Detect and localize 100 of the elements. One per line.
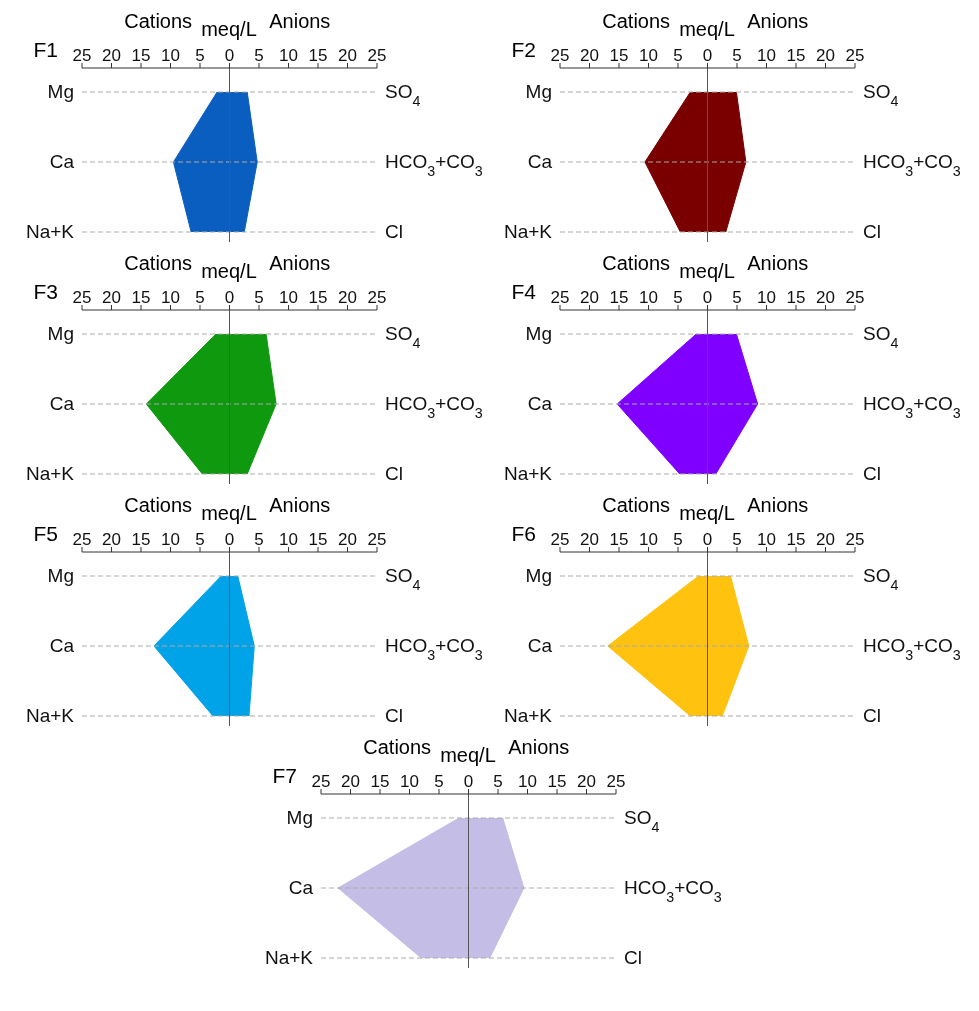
x-tick-label: 25 [72, 530, 91, 549]
x-tick-label: 20 [579, 46, 599, 65]
x-tick-label: 20 [337, 530, 357, 549]
x-tick-label: 15 [786, 288, 805, 307]
x-tick-label: 10 [638, 530, 658, 549]
x-tick-label: 20 [579, 288, 599, 307]
x-tick-label: 20 [340, 772, 360, 791]
x-tick-label: 10 [756, 288, 776, 307]
chart-title: F5 [33, 522, 59, 546]
x-tick-label: 5 [672, 46, 683, 65]
y2-tick-label: SO$_{4}$ [384, 81, 420, 109]
y2-tick-label: Cl [623, 947, 642, 968]
text: Anions [269, 494, 331, 517]
y2-tick-label: HCO$_{3}$+CO$_{3}$ [862, 151, 961, 179]
y2-tick-label: SO$_{4}$ [862, 565, 898, 593]
y2-tick-label: SO$_{4}$ [862, 81, 898, 109]
y2-tick-label: SO$_{4}$ [384, 323, 420, 351]
y-tick-label: Na+K [503, 463, 552, 484]
x-tick-label: 10 [160, 288, 180, 307]
x-tick-label: 5 [253, 530, 264, 549]
text: Cations [602, 10, 671, 33]
y-tick-label: Mg [525, 323, 552, 344]
x-tick-label: 15 [308, 46, 327, 65]
x-tick-label: 5 [253, 46, 264, 65]
x-tick-label: 20 [101, 288, 121, 307]
x-tick-label: 15 [609, 288, 628, 307]
chart-title: F3 [33, 280, 59, 304]
x-tick-label: 25 [367, 46, 386, 65]
x-tick-label: 20 [576, 772, 596, 791]
y2-tick-label: SO$_{4}$ [862, 323, 898, 351]
y2-tick-label: HCO$_{3}$+CO$_{3}$ [384, 151, 483, 179]
y2-tick-label: SO$_{4}$ [384, 565, 420, 593]
text: Anions [747, 494, 809, 517]
x-tick-label: 10 [638, 288, 658, 307]
x-axis-title: meq/L [679, 18, 735, 41]
chart-title: F1 [33, 38, 59, 62]
x-axis-title: meq/L [201, 260, 257, 283]
chart-title: F4 [511, 280, 537, 304]
x-tick-label: 25 [311, 772, 330, 791]
x-tick-label: 20 [579, 530, 599, 549]
x-tick-label: 25 [367, 530, 386, 549]
x-tick-label: 0 [463, 772, 473, 791]
x-tick-label: 0 [702, 46, 712, 65]
y-tick-label: Mg [47, 81, 74, 102]
chart-title: F6 [511, 522, 537, 546]
x-tick-label: 25 [550, 530, 569, 549]
x-tick-label: 10 [756, 530, 776, 549]
y-tick-label: Ca [527, 151, 552, 172]
x-tick-label: 10 [638, 46, 658, 65]
y-tick-label: Ca [49, 393, 74, 414]
x-tick-label: 5 [731, 46, 742, 65]
x-tick-label: 15 [609, 46, 628, 65]
text: Anions [269, 10, 331, 33]
y2-tick-label: Cl [862, 705, 881, 726]
y-tick-label: Na+K [25, 221, 74, 242]
x-axis-title: meq/L [679, 260, 735, 283]
x-tick-label: 25 [845, 288, 864, 307]
y2-tick-label: Cl [384, 705, 403, 726]
x-tick-label: 20 [337, 288, 357, 307]
x-tick-label: 10 [160, 530, 180, 549]
x-tick-label: 20 [815, 530, 835, 549]
x-tick-label: 10 [278, 288, 298, 307]
y2-tick-label: Cl [384, 463, 403, 484]
x-tick-label: 5 [433, 772, 444, 791]
text: Cations [124, 10, 193, 33]
text: Cations [602, 494, 671, 517]
x-axis-title: meq/L [201, 502, 257, 525]
x-tick-label: 5 [731, 288, 742, 307]
x-tick-label: 15 [308, 288, 327, 307]
x-tick-label: 0 [702, 288, 712, 307]
text: Anions [747, 10, 809, 33]
x-tick-label: 5 [194, 288, 205, 307]
y2-tick-label: SO$_{4}$ [623, 807, 659, 835]
y2-tick-label: HCO$_{3}$+CO$_{3}$ [384, 635, 483, 663]
y-tick-label: Na+K [264, 947, 313, 968]
x-tick-label: 0 [224, 288, 234, 307]
x-tick-label: 20 [337, 46, 357, 65]
x-tick-label: 25 [72, 46, 91, 65]
x-tick-label: 0 [702, 530, 712, 549]
y-tick-label: Mg [47, 565, 74, 586]
x-tick-label: 15 [370, 772, 389, 791]
x-tick-label: 5 [194, 46, 205, 65]
x-tick-label: 10 [399, 772, 419, 791]
x-tick-label: 10 [756, 46, 776, 65]
text: Anions [269, 252, 331, 275]
y2-tick-label: HCO$_{3}$+CO$_{3}$ [862, 635, 961, 663]
y-tick-label: Mg [525, 81, 552, 102]
y-tick-label: Na+K [25, 705, 74, 726]
x-tick-label: 25 [845, 46, 864, 65]
y-tick-label: Mg [47, 323, 74, 344]
x-tick-label: 15 [609, 530, 628, 549]
x-axis-title: meq/L [440, 744, 496, 767]
y-tick-label: Ca [527, 393, 552, 414]
y-tick-label: Na+K [25, 463, 74, 484]
x-tick-label: 15 [131, 46, 150, 65]
y-tick-label: Ca [288, 877, 313, 898]
x-tick-label: 5 [672, 288, 683, 307]
x-tick-label: 10 [517, 772, 537, 791]
y-tick-label: Ca [527, 635, 552, 656]
x-tick-label: 15 [131, 530, 150, 549]
